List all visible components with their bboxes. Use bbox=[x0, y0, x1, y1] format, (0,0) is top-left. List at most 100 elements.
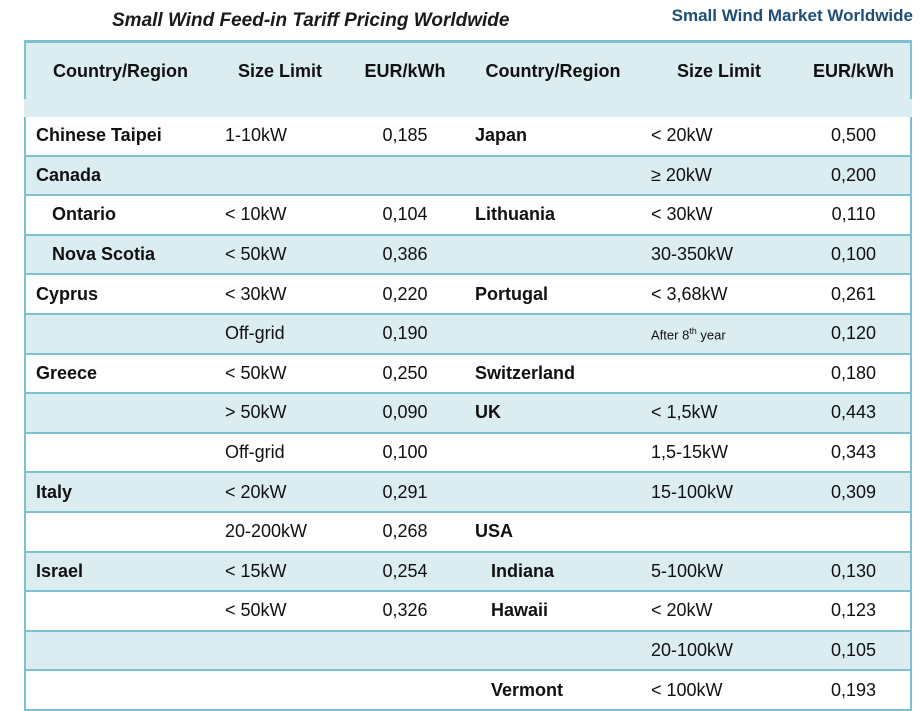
table-row: Vermont < 100kW 0,193 bbox=[24, 670, 912, 711]
right-eur-cell: 0,261 bbox=[797, 274, 912, 315]
right-country-cell: Switzerland bbox=[465, 353, 641, 395]
size-note-superscript: th bbox=[689, 325, 697, 336]
left-eur-cell: 0,220 bbox=[345, 274, 465, 315]
right-size-cell: < 20kW bbox=[641, 99, 797, 157]
left-country-cell bbox=[24, 591, 215, 632]
right-eur-cell: 0,110 bbox=[797, 195, 912, 236]
right-eur-cell bbox=[797, 511, 912, 553]
left-country-cell bbox=[24, 432, 215, 474]
table-row: Ontario < 10kW 0,104 Lithuania < 30kW 0,… bbox=[24, 195, 912, 236]
left-eur-cell: 0,250 bbox=[345, 353, 465, 395]
right-country-cell bbox=[465, 472, 641, 513]
left-country-cell bbox=[24, 511, 215, 553]
right-eur-cell: 0,500 bbox=[797, 99, 912, 157]
table-row: Off-grid 0,190 After 8th year 0,120 bbox=[24, 313, 912, 355]
left-size-cell: 1-10kW bbox=[215, 99, 345, 157]
table-title: Small Wind Feed-in Tariff Pricing Worldw… bbox=[112, 10, 510, 31]
right-country-cell bbox=[465, 630, 641, 672]
right-eur-cell: 0,193 bbox=[797, 670, 912, 711]
right-country-cell: UK bbox=[465, 393, 641, 434]
right-size-cell: < 20kW bbox=[641, 591, 797, 632]
right-eur-cell: 0,100 bbox=[797, 234, 912, 276]
left-country-cell: Canada bbox=[24, 155, 215, 197]
left-country-cell: Chinese Taipei bbox=[24, 99, 215, 157]
table-row: Italy < 20kW 0,291 15-100kW 0,309 bbox=[24, 472, 912, 513]
left-country-cell: Israel bbox=[24, 551, 215, 593]
table-row: Greece < 50kW 0,250 Switzerland 0,180 bbox=[24, 353, 912, 395]
left-size-cell bbox=[215, 630, 345, 672]
right-size-cell bbox=[641, 353, 797, 395]
right-eur-cell: 0,443 bbox=[797, 393, 912, 434]
right-eur-cell: 0,309 bbox=[797, 472, 912, 513]
table-row: 20-200kW 0,268 USA bbox=[24, 511, 912, 553]
left-eur-cell: 0,185 bbox=[345, 99, 465, 157]
left-eur-cell: 0,291 bbox=[345, 472, 465, 513]
right-size-cell: 5-100kW bbox=[641, 551, 797, 593]
right-country-cell: Hawaii bbox=[465, 591, 641, 632]
right-country-cell: Lithuania bbox=[465, 195, 641, 236]
right-country-cell: USA bbox=[465, 511, 641, 553]
left-size-cell bbox=[215, 155, 345, 197]
column-header-eur-left: EUR/kWh bbox=[345, 40, 465, 109]
right-country-cell: Japan bbox=[465, 99, 641, 157]
left-size-cell: < 20kW bbox=[215, 472, 345, 513]
table-row: 20-100kW 0,105 bbox=[24, 630, 912, 672]
left-size-cell: 20-200kW bbox=[215, 511, 345, 553]
size-note-prefix: After 8 bbox=[651, 326, 690, 342]
left-country-cell bbox=[24, 670, 215, 711]
right-eur-cell: 0,180 bbox=[797, 353, 912, 395]
table-row: > 50kW 0,090 UK < 1,5kW 0,443 bbox=[24, 393, 912, 434]
left-size-cell: > 50kW bbox=[215, 393, 345, 434]
left-country-cell: Nova Scotia bbox=[24, 234, 215, 276]
table-row: Chinese Taipei 1-10kW 0,185 Japan < 20kW… bbox=[24, 99, 912, 157]
column-header-country-left: Country/Region bbox=[24, 40, 215, 109]
size-note-suffix: year bbox=[696, 326, 726, 342]
right-size-cell: < 1,5kW bbox=[641, 393, 797, 434]
left-size-cell: < 50kW bbox=[215, 591, 345, 632]
table-row: Nova Scotia < 50kW 0,386 30-350kW 0,100 bbox=[24, 234, 912, 276]
table-row: Canada ≥ 20kW 0,200 bbox=[24, 155, 912, 197]
right-size-cell: < 3,68kW bbox=[641, 274, 797, 315]
left-eur-cell bbox=[345, 155, 465, 197]
left-country-cell: Italy bbox=[24, 472, 215, 513]
left-country-cell: Ontario bbox=[24, 195, 215, 236]
right-size-cell: After 8th year bbox=[641, 313, 797, 355]
left-size-cell: < 50kW bbox=[215, 353, 345, 395]
right-size-cell: < 30kW bbox=[641, 195, 797, 236]
right-eur-cell: 0,200 bbox=[797, 155, 912, 197]
right-eur-cell: 0,343 bbox=[797, 432, 912, 474]
right-country-cell: Vermont bbox=[465, 670, 641, 711]
left-eur-cell bbox=[345, 630, 465, 672]
left-eur-cell: 0,386 bbox=[345, 234, 465, 276]
left-size-cell: Off-grid bbox=[215, 313, 345, 355]
left-country-cell bbox=[24, 313, 215, 355]
right-country-cell: Portugal bbox=[465, 274, 641, 315]
right-eur-cell: 0,123 bbox=[797, 591, 912, 632]
left-eur-cell: 0,254 bbox=[345, 551, 465, 593]
right-eur-cell: 0,130 bbox=[797, 551, 912, 593]
left-size-cell: < 10kW bbox=[215, 195, 345, 236]
left-size-cell: < 30kW bbox=[215, 274, 345, 315]
left-eur-cell: 0,268 bbox=[345, 511, 465, 553]
left-country-cell: Greece bbox=[24, 353, 215, 395]
left-eur-cell: 0,100 bbox=[345, 432, 465, 474]
right-country-cell bbox=[465, 234, 641, 276]
left-size-cell: Off-grid bbox=[215, 432, 345, 474]
left-eur-cell bbox=[345, 670, 465, 711]
left-eur-cell: 0,090 bbox=[345, 393, 465, 434]
section-title: Small Wind Market Worldwide bbox=[671, 6, 913, 25]
right-country-cell: Indiana bbox=[465, 551, 641, 593]
table-header-row: Country/Region Size Limit EUR/kWh Countr… bbox=[24, 40, 912, 109]
right-eur-cell: 0,105 bbox=[797, 630, 912, 672]
table-row: Israel < 15kW 0,254 Indiana 5-100kW 0,13… bbox=[24, 551, 912, 593]
table-row: Off-grid 0,100 1,5-15kW 0,343 bbox=[24, 432, 912, 474]
column-header-size-left: Size Limit bbox=[215, 40, 345, 109]
right-size-cell: < 100kW bbox=[641, 670, 797, 711]
left-eur-cell: 0,326 bbox=[345, 591, 465, 632]
left-size-cell bbox=[215, 670, 345, 711]
right-country-cell bbox=[465, 313, 641, 355]
column-header-size-right: Size Limit bbox=[641, 40, 797, 109]
right-size-cell: 15-100kW bbox=[641, 472, 797, 513]
left-eur-cell: 0,190 bbox=[345, 313, 465, 355]
right-size-cell: ≥ 20kW bbox=[641, 155, 797, 197]
